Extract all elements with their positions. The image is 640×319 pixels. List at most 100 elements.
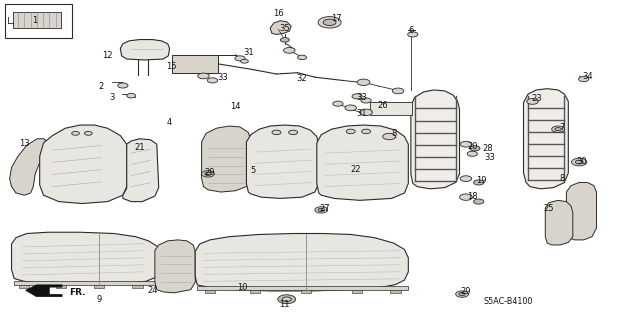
Polygon shape [123,139,159,202]
Circle shape [460,176,472,182]
Text: 29: 29 [205,168,215,177]
Text: 11: 11 [280,300,290,309]
Text: 1: 1 [33,16,38,25]
Polygon shape [132,285,143,288]
Text: 22: 22 [350,165,360,174]
Circle shape [198,73,209,79]
Circle shape [572,158,587,166]
Circle shape [278,295,296,304]
Circle shape [84,131,92,135]
Polygon shape [195,234,408,291]
Text: S5AC-B4100: S5AC-B4100 [483,297,532,306]
Text: 15: 15 [166,63,177,71]
Polygon shape [40,125,127,204]
Text: 10: 10 [237,283,247,292]
Circle shape [118,83,128,88]
Text: 30: 30 [576,157,586,166]
Text: 27: 27 [320,204,330,213]
Circle shape [280,38,289,42]
Circle shape [362,129,371,134]
Polygon shape [524,89,568,189]
Text: 26: 26 [378,101,388,110]
Polygon shape [155,240,195,293]
Text: 34: 34 [582,72,593,81]
Circle shape [241,59,248,63]
Polygon shape [19,285,29,288]
Text: 2: 2 [99,82,104,91]
Bar [370,102,412,115]
Text: 31: 31 [243,48,253,57]
Text: 25: 25 [544,204,554,213]
Text: 33: 33 [356,93,367,102]
Text: 3: 3 [109,93,115,102]
Circle shape [346,129,355,134]
Circle shape [323,19,336,26]
Circle shape [460,194,472,200]
Circle shape [361,98,371,103]
Circle shape [318,17,341,28]
Circle shape [357,79,370,85]
Circle shape [315,207,328,213]
Text: 20: 20 [467,142,477,151]
Polygon shape [205,290,215,293]
Circle shape [352,94,362,99]
Text: 32: 32 [297,74,307,83]
Circle shape [527,99,538,104]
Polygon shape [13,12,61,28]
Polygon shape [390,290,401,293]
Circle shape [555,128,561,131]
Polygon shape [301,290,311,293]
Circle shape [575,160,583,164]
Text: 24: 24 [147,286,157,295]
Polygon shape [94,285,104,288]
Circle shape [284,48,295,53]
Text: 33: 33 [484,153,495,162]
Text: 5: 5 [250,166,255,175]
Text: FR.: FR. [69,288,86,297]
Text: 7: 7 [559,123,564,132]
Text: 19: 19 [476,176,486,185]
Circle shape [207,78,218,83]
Polygon shape [120,40,170,60]
Circle shape [235,56,245,61]
Circle shape [202,171,214,177]
Text: 28: 28 [483,144,493,153]
Circle shape [474,199,484,204]
Polygon shape [250,290,260,293]
Text: 13: 13 [19,139,29,148]
Circle shape [460,141,472,147]
Circle shape [456,291,468,297]
Polygon shape [14,281,161,285]
Circle shape [333,101,343,106]
Circle shape [474,180,484,185]
Circle shape [392,88,404,94]
Text: 31: 31 [356,109,367,118]
Polygon shape [270,21,291,34]
Text: 17: 17 [331,14,341,23]
Circle shape [459,293,465,296]
Circle shape [272,130,281,135]
Polygon shape [566,182,596,240]
Polygon shape [246,125,319,198]
Circle shape [345,105,356,111]
Bar [13,12,61,28]
Text: 35: 35 [280,24,290,33]
Text: 29: 29 [461,287,471,296]
Polygon shape [202,126,251,192]
Polygon shape [545,200,573,245]
Circle shape [467,151,477,156]
Bar [172,55,218,73]
Polygon shape [56,285,66,288]
Circle shape [552,126,564,132]
Text: 23: 23 [531,94,541,103]
Text: 33: 33 [218,73,228,82]
Circle shape [383,133,396,140]
Circle shape [282,297,291,301]
Text: 18: 18 [467,192,477,201]
Text: 14: 14 [230,102,241,111]
Circle shape [470,146,480,151]
Text: 16: 16 [273,9,284,18]
Circle shape [298,55,307,60]
Circle shape [408,32,418,37]
Polygon shape [12,232,161,285]
